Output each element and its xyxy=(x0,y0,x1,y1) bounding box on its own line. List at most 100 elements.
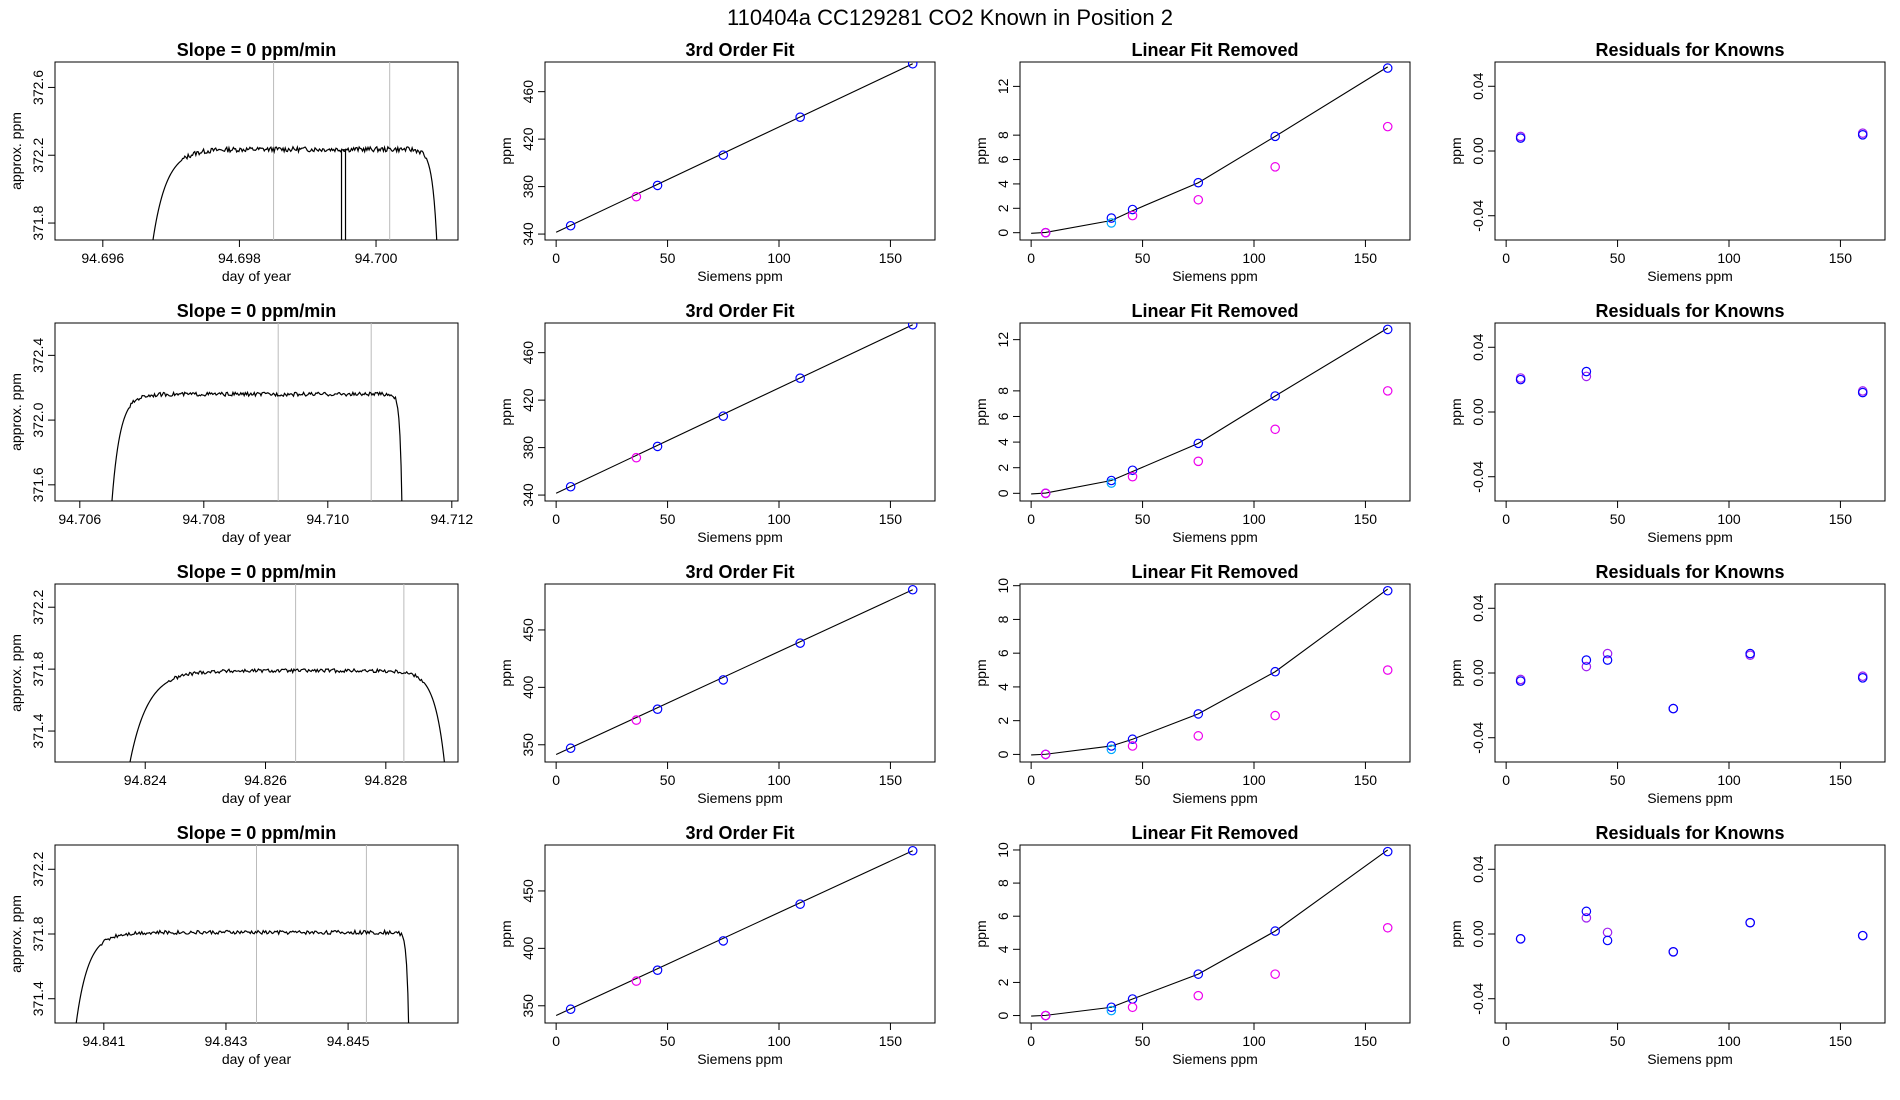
x-tick-label: 50 xyxy=(660,1033,676,1049)
data-point xyxy=(1106,1005,1117,1016)
plot-frame xyxy=(544,61,936,241)
data-point xyxy=(1382,386,1393,396)
data-point xyxy=(565,220,576,231)
fit-line xyxy=(555,589,913,756)
x-tick-label: 0 xyxy=(1027,1033,1035,1049)
y-axis: -0.04 0.00 0.04 xyxy=(1470,333,1495,493)
x-tick-label: 150 xyxy=(879,250,903,266)
y-tick-label: 372.2 xyxy=(30,589,46,624)
y-axis-label: approx. ppm xyxy=(8,895,24,973)
panel-r3-c4: Residuals for Knowns 0 50 100 150 Siemens ppm… xyxy=(1448,562,1886,806)
y-tick-label: 12 xyxy=(995,78,1011,94)
series-blue xyxy=(565,62,918,231)
data-point xyxy=(1581,371,1592,382)
panel-title: Residuals for Knowns xyxy=(1595,823,1784,843)
y-tick-label: 0.04 xyxy=(1470,594,1486,621)
data-point xyxy=(1270,424,1280,435)
y-tick-label: 371.8 xyxy=(30,205,46,240)
panel-r4-c2: 3rd Order Fit 0 50 100 150 Siemens ppm 350 400 4… xyxy=(498,823,936,1067)
x-axis: 0 50 100 150 xyxy=(1502,501,1852,527)
plot-frame xyxy=(1494,583,1886,763)
y-tick-label: 420 xyxy=(520,388,536,412)
y-tick-label: 380 xyxy=(520,175,536,199)
y-axis: 0 2 4 6 8 10 xyxy=(995,578,1020,758)
y-tick-label: 372.2 xyxy=(30,138,46,173)
y-tick-label: 340 xyxy=(520,222,536,246)
x-tick-label: 50 xyxy=(1135,250,1151,266)
y-tick-label: -0.04 xyxy=(1470,461,1486,493)
y-axis-label: ppm xyxy=(498,137,514,164)
y-axis: 371.4 371.8 372.2 xyxy=(30,852,55,1016)
x-tick-label: 50 xyxy=(1610,772,1626,788)
data-point xyxy=(1193,969,1204,979)
x-tick-label: 94.824 xyxy=(124,772,167,788)
data-point xyxy=(652,441,663,452)
x-tick-label: 0 xyxy=(552,511,560,527)
panel-r2-c3: Linear Fit Removed 0 50 100 150 Siemens ppm 0 2… xyxy=(973,301,1411,545)
y-axis-label: ppm xyxy=(1448,137,1464,164)
y-axis: 371.8 372.2 372.6 xyxy=(30,70,55,241)
plot-area xyxy=(152,62,438,240)
series-magenta xyxy=(1040,665,1393,760)
y-axis-label: ppm xyxy=(973,920,989,947)
x-tick-label: 150 xyxy=(1354,1033,1378,1049)
data-point xyxy=(1106,475,1117,486)
data-point xyxy=(907,584,918,595)
y-tick-label: 380 xyxy=(520,436,536,460)
y-tick-label: 0.00 xyxy=(1470,659,1486,686)
data-point xyxy=(1106,744,1117,755)
data-trace xyxy=(111,390,403,501)
panel-title: Linear Fit Removed xyxy=(1131,301,1298,321)
fit-line xyxy=(555,850,913,1017)
data-trace xyxy=(75,928,410,1023)
plot-area xyxy=(1031,324,1393,499)
x-tick-label: 94.828 xyxy=(364,772,407,788)
y-tick-label: 2 xyxy=(995,717,1011,725)
x-tick-label: 94.710 xyxy=(306,511,349,527)
series-blue xyxy=(1040,324,1393,499)
data-point xyxy=(1193,709,1204,719)
y-axis: 371.6 372.0 372.4 xyxy=(30,338,55,502)
fit-line xyxy=(1031,588,1389,756)
x-tick-label: 100 xyxy=(1717,511,1741,527)
series-magenta xyxy=(631,452,642,463)
series-cyan xyxy=(1106,218,1117,228)
plot-frame xyxy=(1494,61,1886,241)
panel-title: 3rd Order Fit xyxy=(685,301,794,321)
data-point xyxy=(565,743,576,754)
y-tick-label: 450 xyxy=(520,879,536,903)
y-tick-label: 12 xyxy=(995,332,1011,348)
y-tick-label: 2 xyxy=(995,464,1011,472)
y-axis-label: ppm xyxy=(1448,920,1464,947)
x-tick-label: 0 xyxy=(552,1033,560,1049)
x-tick-label: 94.698 xyxy=(218,250,261,266)
y-axis: -0.04 0.00 0.04 xyxy=(1470,72,1495,232)
x-tick-label: 50 xyxy=(1610,250,1626,266)
y-tick-label: 4 xyxy=(995,180,1011,188)
data-point xyxy=(1857,130,1868,140)
x-axis: 0 50 100 150 xyxy=(552,762,902,788)
x-tick-label: 100 xyxy=(1242,1033,1266,1049)
fit-line xyxy=(1031,66,1389,234)
x-axis-label: Siemens ppm xyxy=(1647,268,1733,284)
x-tick-label: 0 xyxy=(1502,772,1510,788)
plot-area xyxy=(1515,128,1868,143)
y-tick-label: -0.04 xyxy=(1470,983,1486,1015)
x-tick-label: 0 xyxy=(1027,250,1035,266)
x-axis: 94.696 94.698 94.700 xyxy=(81,240,398,266)
panel-r4-c1: Slope = 0 ppm/min 94.841 94.843 94.845 day o… xyxy=(8,823,459,1067)
data-point xyxy=(1515,133,1526,143)
y-tick-label: 6 xyxy=(995,155,1011,163)
x-axis: 0 50 100 150 xyxy=(1027,501,1377,527)
data-point xyxy=(1106,213,1117,223)
panel-grid: Slope = 0 ppm/min 94.696 94.698 94.700 day o… xyxy=(8,40,1886,1067)
data-point xyxy=(1515,676,1526,686)
x-tick-label: 50 xyxy=(1135,511,1151,527)
y-tick-label: 10 xyxy=(995,842,1011,858)
data-point xyxy=(1193,456,1204,467)
x-tick-label: 150 xyxy=(879,1033,903,1049)
x-axis: 0 50 100 150 xyxy=(1502,1023,1852,1049)
panel-title: 3rd Order Fit xyxy=(685,40,794,60)
y-axis-label: approx. ppm xyxy=(8,112,24,190)
